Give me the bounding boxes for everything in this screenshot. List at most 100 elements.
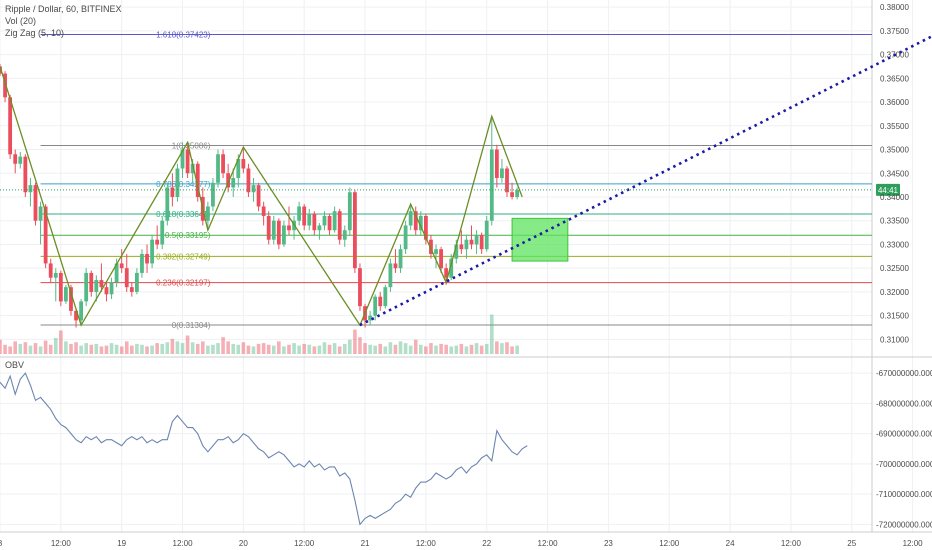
volume-bar bbox=[59, 330, 63, 354]
candle-body bbox=[444, 268, 449, 278]
candle-body bbox=[216, 154, 220, 183]
candle-body bbox=[332, 211, 337, 231]
volume-bar bbox=[160, 343, 165, 354]
candle-body bbox=[434, 249, 438, 254]
price-axis-label: 0.33500 bbox=[880, 217, 909, 226]
volume-bar bbox=[114, 344, 119, 354]
obv-axis-label: -720000000.0000 bbox=[876, 520, 932, 529]
candle-body bbox=[205, 206, 210, 221]
fib-level-label: 1(0.35086) bbox=[172, 141, 211, 150]
volume-bar bbox=[180, 343, 185, 354]
volume-bar bbox=[43, 340, 48, 354]
volume-bar bbox=[28, 345, 33, 354]
volume-bar bbox=[246, 345, 251, 354]
price-axis-label: 0.35000 bbox=[880, 146, 909, 155]
volume-bar bbox=[69, 343, 73, 354]
volume-bar bbox=[155, 343, 159, 354]
candle-body bbox=[505, 168, 509, 193]
candle-body bbox=[38, 206, 43, 221]
price-axis-label: 0.32500 bbox=[880, 264, 909, 273]
time-axis-label: 25 bbox=[847, 539, 856, 548]
volume-bar bbox=[307, 344, 312, 354]
volume-bar bbox=[282, 346, 286, 354]
candle-body bbox=[393, 263, 398, 269]
candle-body bbox=[347, 192, 352, 231]
volume-bar bbox=[348, 339, 352, 354]
volume-bar bbox=[403, 343, 408, 354]
price-axis-label: 0.31500 bbox=[880, 312, 909, 321]
candle-body bbox=[145, 253, 149, 264]
candle-body bbox=[23, 156, 28, 193]
candle-body bbox=[170, 187, 175, 197]
price-axis-label: 0.37000 bbox=[880, 51, 909, 60]
candle-body bbox=[150, 239, 154, 264]
candle-body bbox=[307, 213, 312, 226]
candle-body bbox=[479, 234, 484, 250]
candle-body bbox=[276, 220, 281, 245]
candle-body bbox=[114, 263, 119, 283]
volume-bar bbox=[48, 344, 53, 354]
volume-bar bbox=[474, 343, 479, 354]
symbol-legend[interactable]: Ripple / Dollar, 60, BITFINEX bbox=[5, 4, 122, 14]
obv-legend[interactable]: OBV bbox=[5, 360, 25, 370]
obv-axis-label: -700000000.0000 bbox=[876, 460, 932, 469]
zigzag-line bbox=[0, 66, 523, 327]
volume-bar bbox=[211, 344, 215, 354]
time-axis-label: 12:00 bbox=[781, 539, 802, 548]
volume-bar bbox=[454, 345, 459, 354]
candle-body bbox=[74, 310, 78, 321]
candle-body bbox=[403, 225, 408, 250]
price-axis-label: 0.34500 bbox=[880, 169, 909, 178]
candle-body bbox=[515, 189, 520, 197]
volume-bar bbox=[130, 345, 134, 354]
volume-bar bbox=[64, 341, 68, 354]
time-axis-label: 12:00 bbox=[659, 539, 680, 548]
candle-body bbox=[256, 185, 261, 207]
candle-body bbox=[322, 215, 327, 226]
volume-bar bbox=[505, 342, 509, 354]
volume-bar bbox=[271, 345, 276, 354]
candle-body bbox=[373, 296, 378, 316]
candle-body bbox=[119, 263, 124, 269]
candle-body bbox=[302, 206, 307, 226]
zigzag-legend[interactable]: Zig Zag (5, 10) bbox=[5, 28, 65, 38]
volume-bar bbox=[469, 344, 474, 354]
volume-bar bbox=[145, 346, 149, 354]
candle-body bbox=[261, 206, 266, 216]
volume-bar bbox=[3, 344, 7, 354]
candle-body bbox=[459, 244, 464, 250]
obv-axis-label: -690000000.0000 bbox=[876, 430, 932, 439]
volume-bar bbox=[500, 343, 504, 354]
candle-body bbox=[69, 287, 73, 311]
candle-body bbox=[494, 149, 499, 178]
candle-body bbox=[58, 272, 63, 302]
candle-body bbox=[109, 282, 114, 295]
candle-body bbox=[140, 253, 144, 273]
volume-bar bbox=[383, 346, 388, 354]
candle-body bbox=[99, 280, 104, 288]
volume-bar bbox=[23, 342, 28, 354]
price-axis-label: 0.36500 bbox=[880, 74, 909, 83]
volume-bar bbox=[216, 343, 220, 354]
volume-bar bbox=[226, 341, 230, 354]
time-axis-label: 8 bbox=[0, 539, 3, 548]
volume-bar bbox=[368, 344, 372, 354]
candle-body bbox=[454, 244, 459, 259]
candle-body bbox=[378, 296, 383, 307]
time-axis-label: 23 bbox=[604, 539, 613, 548]
price-axis-label: 0.38000 bbox=[880, 3, 909, 12]
volume-bar bbox=[434, 345, 438, 354]
volume-bar bbox=[358, 337, 362, 354]
candle-body bbox=[124, 268, 129, 288]
volume-bar bbox=[322, 342, 327, 354]
candle-body bbox=[3, 73, 7, 98]
candle-body bbox=[180, 149, 185, 169]
fib-level-label: 0.786(0.34277) bbox=[156, 180, 211, 189]
volume-legend[interactable]: Vol (20) bbox=[5, 16, 37, 26]
time-axis-label: 12:00 bbox=[51, 539, 72, 548]
volume-bar bbox=[419, 344, 423, 354]
candle-body bbox=[342, 230, 347, 240]
volume-bar bbox=[424, 346, 428, 354]
candle-body bbox=[190, 163, 195, 174]
